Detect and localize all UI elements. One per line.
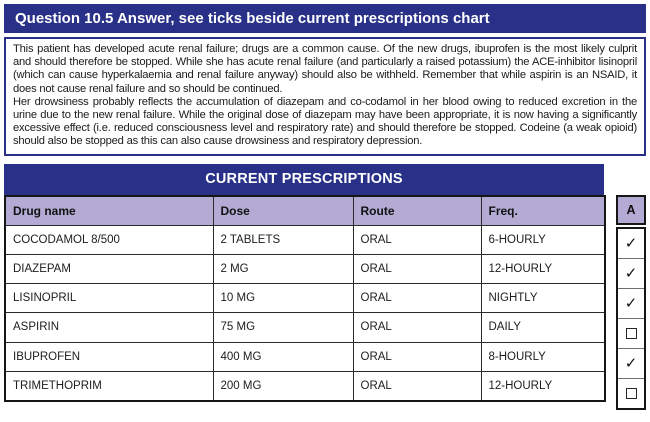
prescriptions-table-header: Drug name Dose Route Freq. [4,195,606,226]
answer-tick-column: A ✓ ✓ ✓ ✓ [616,194,646,411]
tick-mark-cell: ✓ [618,348,644,379]
column-header-freq: Freq. [480,195,606,226]
cell-dose: 2 MG [212,253,354,285]
table-row: DIAZEPAM 2 MG ORAL 12-HOURLY [4,253,606,285]
cell-route: ORAL [352,283,482,314]
empty-box-cell [618,378,644,409]
column-header-route: Route [352,195,482,226]
prescriptions-section: CURRENT PRESCRIPTIONS Drug name Dose Rou… [4,163,646,411]
answer-paragraph-2: Her drowsiness probably reflects the acc… [13,95,637,148]
empty-checkbox-icon [625,327,637,339]
tick-icon: ✓ [624,293,638,312]
column-header-dose: Dose [212,195,354,226]
cell-dose: 10 MG [212,283,354,314]
page-title: Question 10.5 Answer, see ticks beside c… [4,4,646,33]
cell-freq: 12-HOURLY [480,370,606,402]
prescriptions-chart-title: CURRENT PRESCRIPTIONS [4,163,604,195]
cell-dose: 200 MG [212,370,354,402]
prescriptions-chart: CURRENT PRESCRIPTIONS Drug name Dose Rou… [4,163,606,402]
tick-icon: ✓ [624,263,638,282]
cell-freq: 12-HOURLY [480,253,606,285]
cell-freq: 8-HOURLY [480,341,606,372]
table-row: COCODAMOL 8/500 2 TABLETS ORAL 6-HOURLY [4,224,606,256]
tick-icon: ✓ [624,354,638,373]
cell-dose: 75 MG [212,312,354,343]
cell-freq: DAILY [480,312,606,343]
cell-route: ORAL [352,341,482,372]
answer-marks: ✓ ✓ ✓ ✓ [616,226,646,411]
cell-route: ORAL [352,224,482,256]
cell-dose: 400 MG [212,341,354,372]
table-row: TRIMETHOPRIM 200 MG ORAL 12-HOURLY [4,370,606,402]
tick-icon: ✓ [624,233,638,252]
cell-dose: 2 TABLETS [212,224,354,256]
tick-mark-cell: ✓ [618,287,644,318]
cell-drug: LISINOPRIL [4,283,214,314]
table-row: IBUPROFEN 400 MG ORAL 8-HOURLY [4,341,606,372]
prescriptions-table: Drug name Dose Route Freq. COCODAMOL 8/5… [4,194,606,402]
cell-route: ORAL [352,370,482,402]
empty-checkbox-icon [625,388,637,400]
cell-freq: NIGHTLY [480,283,606,314]
empty-box-cell [618,317,644,348]
cell-route: ORAL [352,253,482,285]
cell-drug: DIAZEPAM [4,253,214,285]
table-row: ASPIRIN 75 MG ORAL DAILY [4,312,606,343]
prescriptions-table-body: COCODAMOL 8/500 2 TABLETS ORAL 6-HOURLY DIAZ… [4,224,606,402]
answer-column-header: A [616,194,646,225]
cell-drug: COCODAMOL 8/500 [4,224,214,256]
header-row: Drug name Dose Route Freq. [4,195,606,226]
column-header-drug-name: Drug name [4,195,214,226]
cell-route: ORAL [352,312,482,343]
tick-mark-cell: ✓ [618,228,644,258]
cell-drug: ASPIRIN [4,312,214,343]
answer-paragraph-1: This patient has developed acute renal f… [13,43,637,95]
tick-mark-cell: ✓ [618,257,644,288]
table-row: LISINOPRIL 10 MG ORAL NIGHTLY [4,283,606,314]
answer-explanation-box: This patient has developed acute renal f… [4,37,646,156]
cell-freq: 6-HOURLY [480,224,606,256]
cell-drug: IBUPROFEN [4,341,214,372]
cell-drug: TRIMETHOPRIM [4,370,214,402]
